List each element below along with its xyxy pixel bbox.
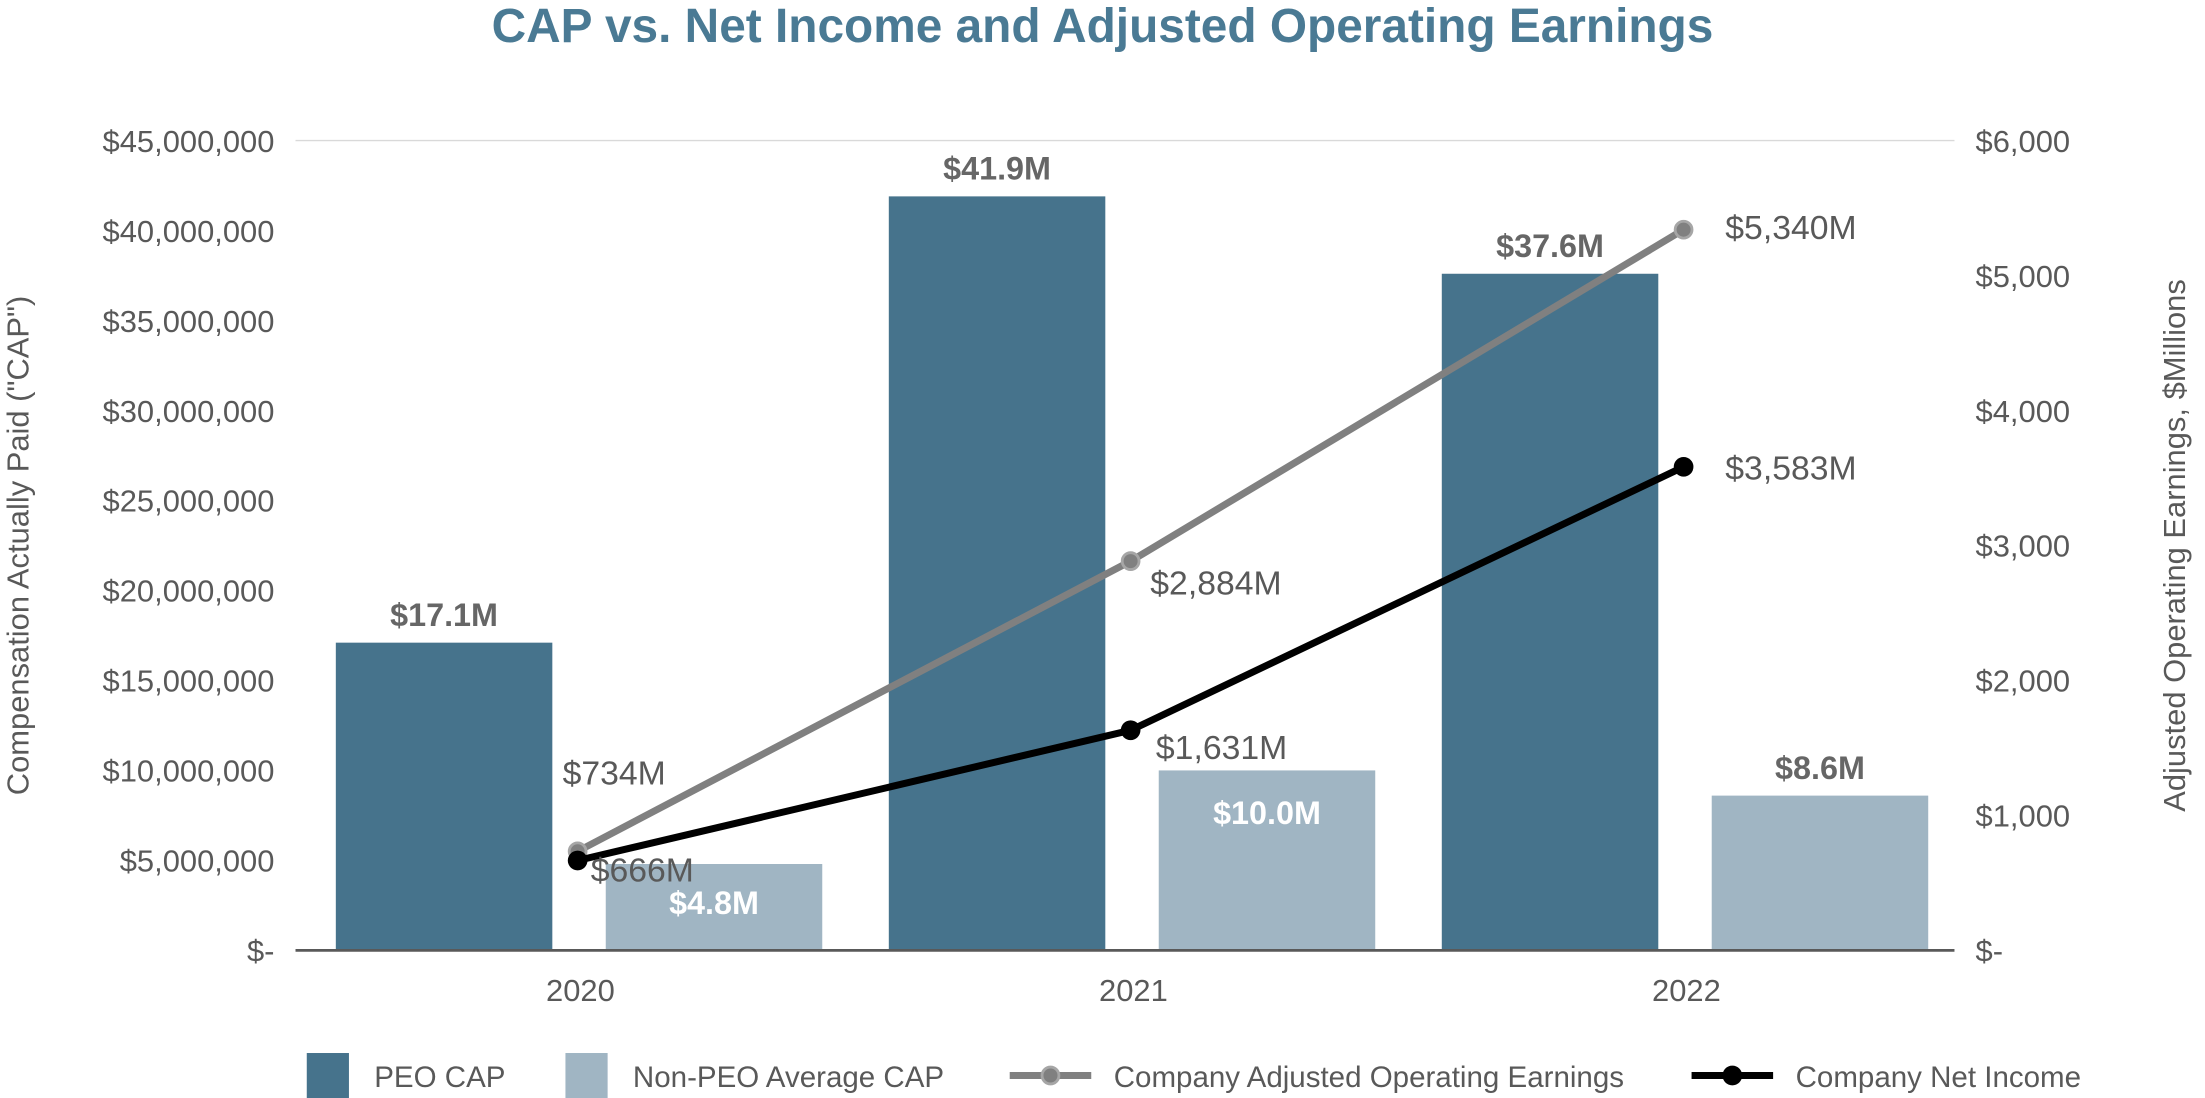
x-tick-label: 2022 bbox=[1652, 973, 1721, 1008]
net-income-point bbox=[1673, 456, 1694, 477]
legend-label: Non-PEO Average CAP bbox=[633, 1061, 944, 1094]
peo-cap-bar bbox=[1441, 273, 1659, 951]
bar-data-label: $17.1M bbox=[390, 597, 498, 633]
bar-data-label: $41.9M bbox=[943, 151, 1051, 187]
legend-label: PEO CAP bbox=[374, 1061, 505, 1094]
y-tick-label: $40,000,000 bbox=[103, 214, 275, 249]
line-data-label: $2,884M bbox=[1150, 565, 1281, 603]
legend-item: Company Adjusted Operating Earnings bbox=[1009, 1061, 1624, 1094]
y-tick-label: $25,000,000 bbox=[103, 484, 275, 519]
bar-data-label: $4.8M bbox=[669, 885, 759, 921]
y2-tick-label: $3,000 bbox=[1976, 529, 2071, 564]
y2-tick-label: $4,000 bbox=[1976, 394, 2071, 429]
non-peo-cap-bar bbox=[605, 864, 823, 951]
legend-label: Company Net Income bbox=[1796, 1061, 2081, 1094]
y2-tick-label: $6,000 bbox=[1976, 124, 2071, 159]
peo-cap-bar bbox=[888, 196, 1106, 951]
y2-tick-label: $- bbox=[1976, 934, 2003, 969]
chart-title: CAP vs. Net Income and Adjusted Operatin… bbox=[492, 0, 1714, 53]
net-income-point bbox=[1120, 720, 1141, 741]
aoe-point bbox=[1120, 551, 1141, 571]
legend-swatch bbox=[306, 1053, 349, 1098]
non-peo-cap-bar bbox=[1711, 795, 1929, 951]
line-data-label: $3,583M bbox=[1725, 449, 1856, 487]
y-tick-label: $- bbox=[247, 934, 274, 969]
line-data-label: $1,631M bbox=[1156, 729, 1287, 767]
y2-tick-label: $5,000 bbox=[1976, 259, 2071, 294]
legend-item: Company Net Income bbox=[1691, 1061, 2081, 1094]
aoe-point bbox=[1673, 219, 1694, 240]
legend-item: Non-PEO Average CAP bbox=[565, 1053, 944, 1098]
non-peo-cap-bar bbox=[1158, 770, 1376, 951]
legend-label: Company Adjusted Operating Earnings bbox=[1114, 1061, 1624, 1094]
y2-tick-label: $2,000 bbox=[1976, 664, 2071, 699]
legend-swatch bbox=[565, 1053, 608, 1098]
line-data-label: $734M bbox=[563, 754, 666, 792]
legend-marker bbox=[1722, 1065, 1743, 1086]
peo-cap-bar bbox=[335, 642, 553, 951]
line-data-label: $5,340M bbox=[1725, 209, 1856, 247]
y-tick-label: $35,000,000 bbox=[103, 304, 275, 339]
x-tick-label: 2020 bbox=[546, 973, 615, 1008]
legend-item: PEO CAP bbox=[306, 1053, 505, 1098]
y2-axis-title: Adjusted Operating Earnings, $Millions bbox=[2157, 279, 2192, 812]
y-axis-title: Compensation Actually Paid ("CAP") bbox=[0, 296, 35, 796]
x-tick-label: 2021 bbox=[1099, 973, 1168, 1008]
bar-data-label: $10.0M bbox=[1213, 795, 1321, 831]
y-tick-label: $30,000,000 bbox=[103, 394, 275, 429]
y-tick-label: $15,000,000 bbox=[103, 664, 275, 699]
y-tick-label: $45,000,000 bbox=[103, 124, 275, 159]
legend-marker bbox=[1040, 1065, 1061, 1086]
line-data-label: $666M bbox=[591, 851, 694, 889]
y2-tick-label: $1,000 bbox=[1976, 799, 2071, 834]
net-income-point bbox=[567, 850, 588, 871]
y-tick-label: $20,000,000 bbox=[103, 574, 275, 609]
bar-data-label: $8.6M bbox=[1775, 750, 1865, 786]
y-tick-label: $10,000,000 bbox=[103, 754, 275, 789]
y-tick-label: $5,000,000 bbox=[120, 844, 275, 879]
bar-data-label: $37.6M bbox=[1496, 228, 1604, 264]
